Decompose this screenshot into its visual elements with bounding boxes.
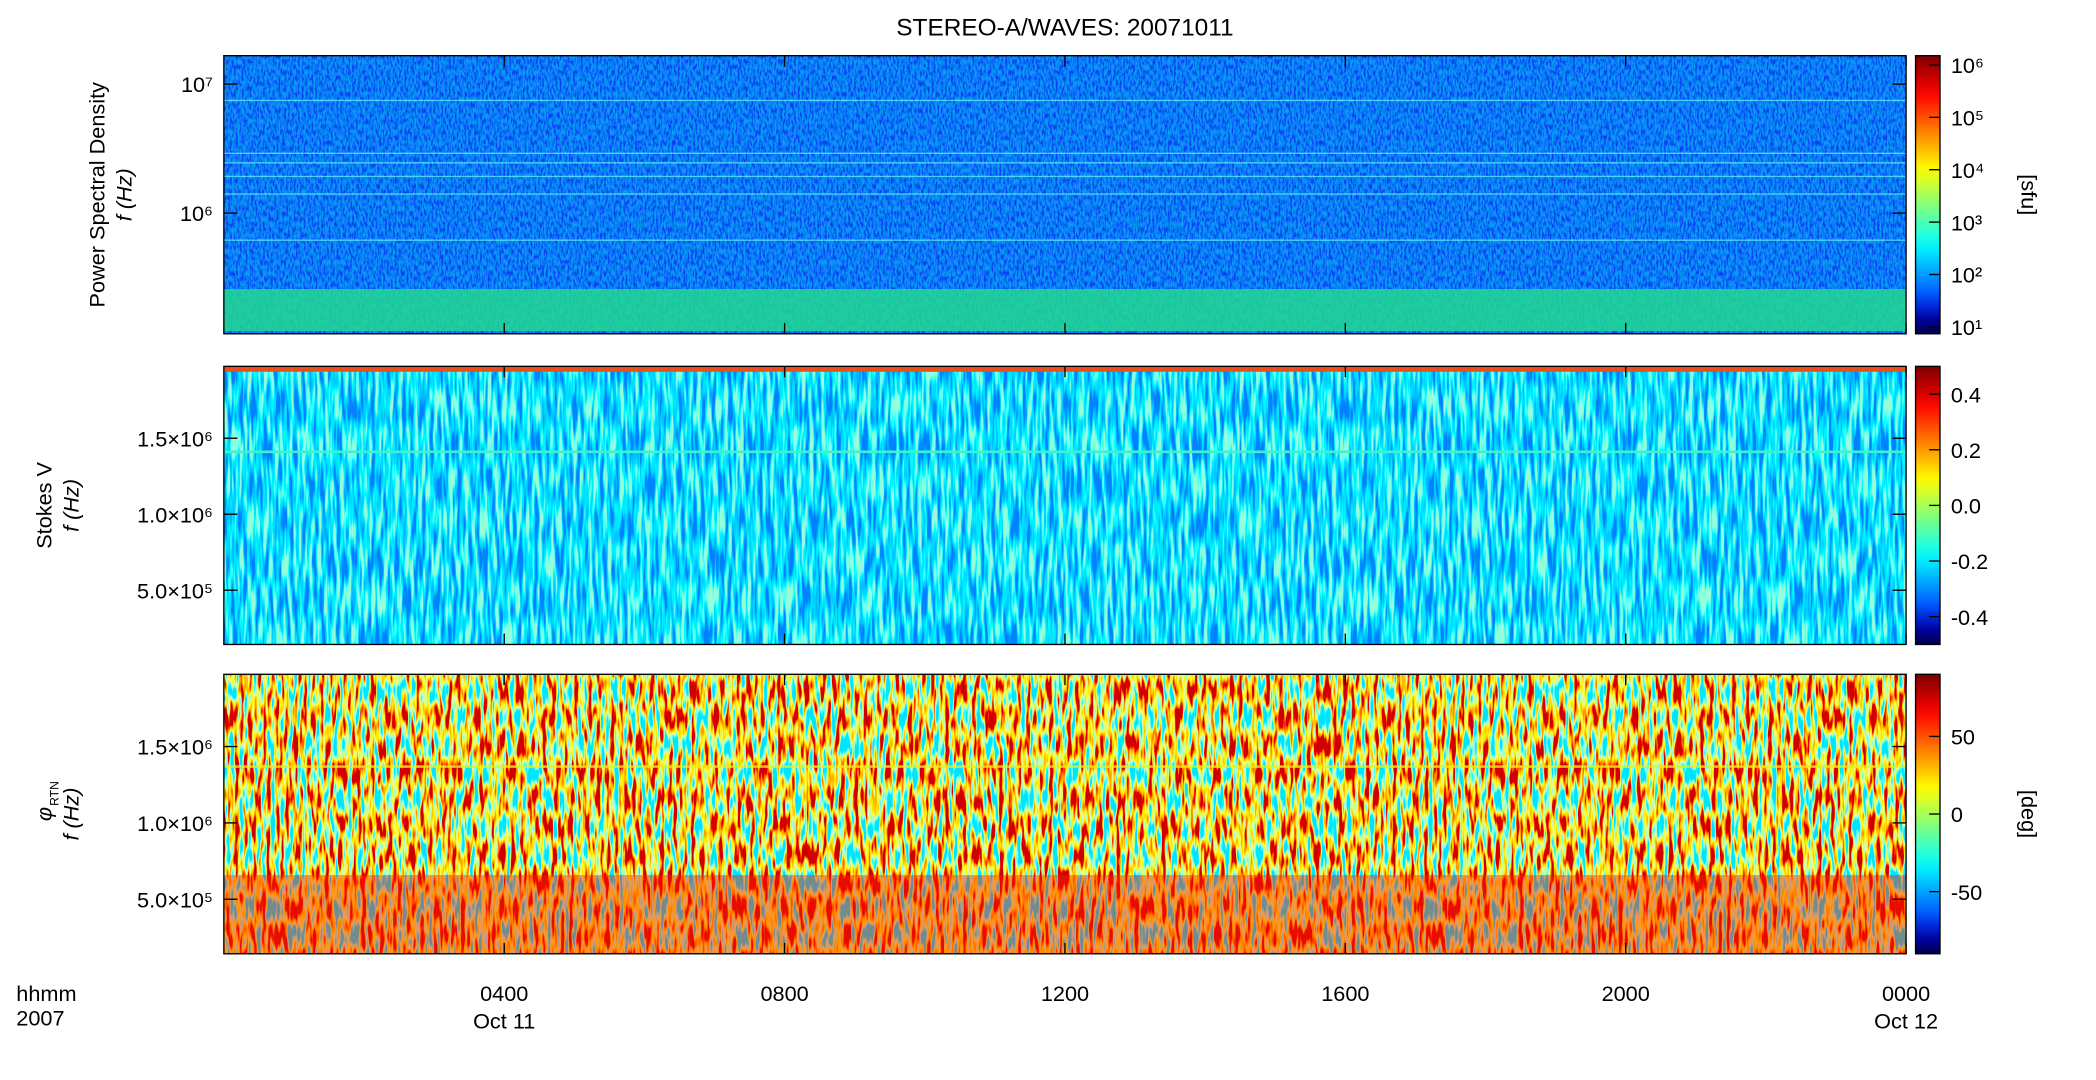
y-tick-label: 5.0×10⁵ bbox=[137, 578, 213, 603]
y-axis-label: f (Hz) bbox=[112, 168, 137, 221]
y-tick-label: 1.0×10⁶ bbox=[137, 811, 213, 836]
y-axis-label: Power Spectral Density bbox=[84, 82, 109, 308]
y-tick-label: 1.5×10⁶ bbox=[137, 735, 213, 760]
colorbar-tick-label: 10⁴ bbox=[1951, 158, 1984, 183]
y-tick-label: 10⁷ bbox=[181, 72, 213, 97]
colorbar-tick-label: -0.4 bbox=[1951, 605, 1988, 630]
x-axis-label: 2007 bbox=[16, 1006, 64, 1031]
colorbar-tick-label: 10³ bbox=[1951, 210, 1982, 235]
x-date-label: Oct 11 bbox=[473, 1008, 535, 1033]
y-axis-label-sub: RTN bbox=[47, 781, 61, 806]
x-tick-label: 1200 bbox=[1041, 981, 1089, 1006]
colorbar-tick-label: 10² bbox=[1951, 263, 1982, 288]
x-tick-label: 0800 bbox=[760, 981, 808, 1006]
x-date-label: Oct 12 bbox=[1874, 1008, 1938, 1033]
spectrogram-texture bbox=[223, 674, 1907, 954]
spectrogram-texture bbox=[223, 366, 1907, 645]
x-tick-label: 2000 bbox=[1602, 981, 1650, 1006]
y-axis-label: Stokes V bbox=[32, 461, 57, 548]
colorbar-tick-label: -0.2 bbox=[1951, 549, 1988, 574]
colorbar-tick-label: 10⁵ bbox=[1951, 105, 1984, 130]
y-axis-label: f (Hz) bbox=[59, 479, 84, 532]
y-tick-label: 5.0×10⁵ bbox=[137, 887, 213, 912]
colorbar-label: [sfu] bbox=[2016, 174, 2041, 215]
x-axis-label: hhmm bbox=[16, 981, 76, 1006]
colorbar-tick-label: 0.0 bbox=[1951, 494, 1981, 519]
colorbar-label: [deg] bbox=[2016, 790, 2041, 838]
y-axis-label: f (Hz) bbox=[59, 788, 84, 841]
y-axis-label: φ bbox=[32, 807, 57, 821]
colorbar-tick-label: 50 bbox=[1951, 725, 1975, 750]
chart-title: STEREO-A/WAVES: 20071011 bbox=[896, 14, 1233, 41]
spectrogram-band bbox=[223, 875, 1907, 954]
colorbar-tick-label: 10¹ bbox=[1951, 315, 1982, 340]
y-axis-label: Stokes V bbox=[32, 461, 57, 548]
colorbar-tick-label: -50 bbox=[1951, 880, 1982, 905]
y-axis-label: f (Hz) bbox=[59, 788, 84, 841]
y-tick-label: 1.5×10⁶ bbox=[137, 426, 213, 451]
colorbar-label: [deg] bbox=[2016, 790, 2041, 838]
y-tick-label: 1.0×10⁶ bbox=[137, 502, 213, 527]
colorbar bbox=[1914, 55, 1941, 335]
x-tick-label: 0400 bbox=[480, 981, 528, 1006]
colorbar-label: [sfu] bbox=[2016, 174, 2041, 215]
colorbar-tick-label: 0.2 bbox=[1951, 438, 1981, 463]
y-tick-label: 10⁶ bbox=[180, 201, 213, 226]
colorbar-tick-label: 0 bbox=[1951, 802, 1963, 827]
y-axis-label: f (Hz) bbox=[59, 479, 84, 532]
x-tick-label: 1600 bbox=[1321, 981, 1369, 1006]
y-axis-label: Power Spectral Density bbox=[84, 82, 109, 308]
colorbar-tick-label: 0.4 bbox=[1951, 382, 1981, 407]
colorbar-tick-label: 10⁶ bbox=[1951, 53, 1984, 78]
x-tick-label: 0000 bbox=[1882, 981, 1930, 1006]
y-axis-label: f (Hz) bbox=[112, 168, 137, 221]
